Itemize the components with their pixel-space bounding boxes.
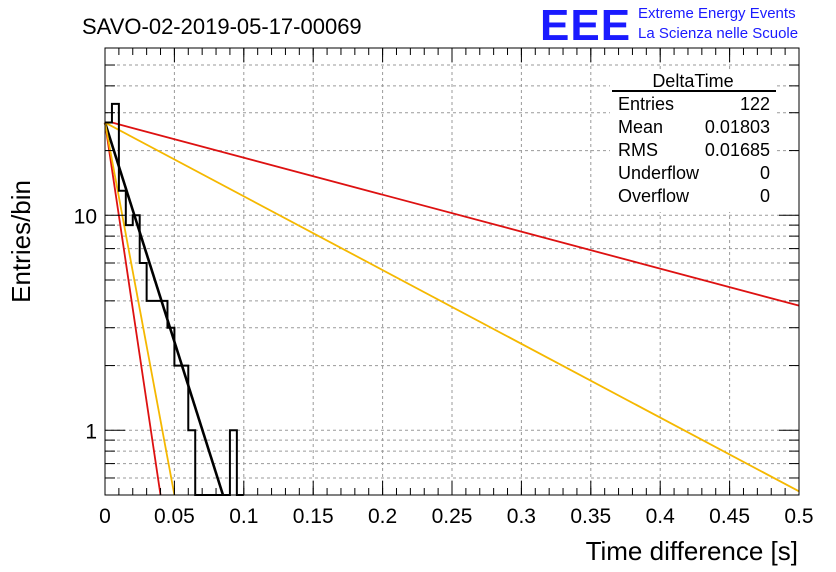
x-tick-label: 0.4 — [646, 505, 676, 528]
x-tick-label: 0.45 — [709, 505, 750, 528]
logo-line-2: La Scienza nelle Scuole — [638, 25, 798, 42]
stats-title: DeltaTime — [652, 71, 733, 91]
x-tick-label: 0.15 — [293, 505, 334, 528]
histogram-bin — [133, 215, 140, 495]
stats-rows: Entries 122 Mean 0.01803 RMS 0.01685Underflow… — [618, 94, 770, 206]
axis-ticks — [104, 47, 800, 496]
histogram-bin — [167, 328, 174, 495]
stats-label-mean: Mean — [618, 117, 663, 137]
eee-logo: EEE Extreme Energy Events La Scienza nel… — [540, 1, 798, 50]
fit-curve — [104, 122, 176, 496]
stats-value-entries: 122 — [740, 94, 770, 114]
stats-box-bg — [610, 72, 776, 212]
x-tick-label: 0.5 — [784, 505, 813, 528]
y-tick-label: 1 — [85, 420, 97, 443]
histogram-bin — [105, 123, 112, 495]
y-tick-labels: 1 10 — [74, 205, 97, 443]
x-tick-label: 0.35 — [570, 505, 611, 528]
x-tick-label: 0.25 — [432, 505, 473, 528]
histogram-bin — [147, 301, 154, 495]
fit-curve — [103, 122, 225, 496]
stats-label-underflow: Underflow — [618, 163, 700, 183]
fit-curve — [104, 121, 800, 493]
stats-value-overflow: 0 — [760, 186, 770, 206]
fit-curve — [111, 121, 800, 307]
stats-label-overflow: Overflow — [618, 186, 690, 206]
x-tick-label: 0 — [99, 505, 111, 528]
stats-value-rms: 0.01685 — [705, 140, 770, 160]
logo-line-1: Extreme Energy Events — [638, 5, 796, 22]
y-axis-label: Entries/bin — [6, 180, 36, 303]
fit-curve — [104, 122, 162, 496]
x-tick-label: 0.3 — [507, 505, 536, 528]
histogram-bin — [161, 301, 168, 495]
eee-logo-text: EEE — [540, 1, 631, 50]
x-tick-label: 0.1 — [229, 505, 258, 528]
chart-title: SAVO-02-2019-05-17-00069 — [82, 14, 362, 39]
stats-label-entries: Entries — [618, 94, 674, 114]
x-tick-label: 0.2 — [368, 505, 397, 528]
y-tick-label: 10 — [74, 205, 97, 228]
x-axis-label: Time difference [s] — [586, 536, 798, 566]
x-tick-labels: 0 0.05 0.1 0.15 0.2 0.25 0.3 0.35 0.4 0.45 0.5 — [99, 505, 813, 528]
stats-label-rms: RMS — [618, 140, 658, 160]
stats-box: DeltaTime Entries 122 Mean 0.01803 RMS 0.0168… — [610, 71, 776, 212]
fit-curves — [103, 121, 800, 496]
x-tick-label: 0.05 — [154, 505, 195, 528]
stats-value-underflow: 0 — [760, 163, 770, 183]
stats-value-mean: 0.01803 — [705, 117, 770, 137]
